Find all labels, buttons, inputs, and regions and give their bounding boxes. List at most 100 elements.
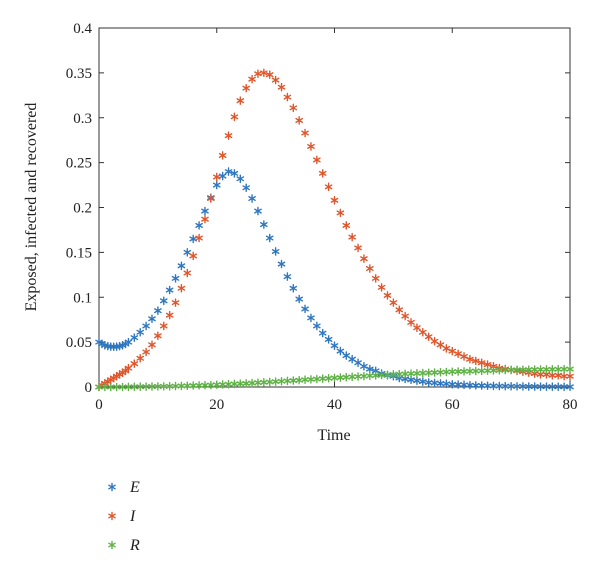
data-point xyxy=(136,353,145,363)
data-point xyxy=(371,274,380,283)
data-point xyxy=(283,272,292,281)
data-point xyxy=(395,305,404,315)
data-point xyxy=(307,375,315,384)
data-point xyxy=(342,372,351,382)
data-point xyxy=(483,366,492,375)
data-point xyxy=(265,70,274,79)
data-point xyxy=(542,382,551,391)
data-point xyxy=(407,318,415,327)
data-point xyxy=(301,304,309,314)
data-point xyxy=(124,337,133,347)
data-point xyxy=(483,381,492,391)
data-point xyxy=(324,335,333,344)
data-point xyxy=(471,381,480,390)
data-point xyxy=(277,259,286,269)
data-point xyxy=(142,382,150,391)
data-point xyxy=(159,321,168,331)
data-point xyxy=(242,83,251,93)
data-point xyxy=(454,380,462,389)
data-point xyxy=(542,365,551,374)
series-i xyxy=(95,68,574,392)
data-point xyxy=(130,359,139,368)
data-point xyxy=(436,379,445,388)
data-point xyxy=(307,313,315,323)
data-point xyxy=(324,182,333,192)
data-point xyxy=(442,379,451,389)
data-point xyxy=(389,298,398,307)
data-point xyxy=(301,128,309,138)
data-point xyxy=(242,183,251,193)
data-point xyxy=(171,381,180,391)
data-point xyxy=(336,346,345,356)
data-point xyxy=(342,221,351,230)
data-point xyxy=(177,381,186,391)
data-point xyxy=(418,368,427,378)
data-point xyxy=(424,378,433,387)
data-point xyxy=(530,382,539,391)
data-point xyxy=(418,327,427,337)
data-point xyxy=(183,248,192,257)
data-point xyxy=(348,354,356,364)
data-point xyxy=(95,382,103,392)
data-point xyxy=(401,369,409,379)
data-point xyxy=(466,354,474,364)
data-point xyxy=(177,283,186,293)
data-point xyxy=(224,379,233,389)
data-point xyxy=(230,112,239,122)
data-point xyxy=(189,251,198,261)
data-point xyxy=(283,376,292,386)
data-point xyxy=(195,381,203,390)
data-point xyxy=(277,82,286,92)
data-point xyxy=(106,382,115,392)
y-tick-label: 0.35 xyxy=(66,66,92,82)
data-point xyxy=(324,373,333,383)
data-point xyxy=(289,103,298,113)
data-point xyxy=(254,69,262,79)
data-point xyxy=(271,247,280,256)
data-point xyxy=(260,220,268,229)
legend-label-e: E xyxy=(129,479,140,496)
data-point xyxy=(460,352,468,361)
data-point xyxy=(230,169,239,178)
data-point xyxy=(536,365,545,374)
data-point xyxy=(148,314,156,324)
data-point xyxy=(171,298,180,307)
data-point xyxy=(424,368,433,378)
data-point xyxy=(366,371,374,381)
data-point xyxy=(295,116,303,125)
data-point xyxy=(313,374,321,384)
data-point xyxy=(524,365,533,374)
y-tick-label: 0.2 xyxy=(73,201,92,217)
data-point xyxy=(448,367,457,377)
data-point xyxy=(318,374,327,383)
data-point xyxy=(207,380,215,390)
data-point xyxy=(313,321,321,331)
legend-marker-i xyxy=(108,511,116,521)
data-point xyxy=(513,365,521,375)
data-point xyxy=(460,367,468,376)
data-point xyxy=(283,92,292,102)
y-tick-label: 0.4 xyxy=(73,21,92,37)
legend-marker-e xyxy=(108,482,116,492)
data-point xyxy=(189,234,198,244)
data-point xyxy=(130,333,139,342)
data-point xyxy=(201,380,209,390)
axes-frame xyxy=(98,27,571,388)
data-point xyxy=(336,373,345,382)
data-point xyxy=(342,351,351,360)
series-layer xyxy=(95,68,574,392)
data-point xyxy=(348,372,356,382)
data-point xyxy=(124,363,133,373)
data-point xyxy=(548,365,557,374)
data-point xyxy=(148,382,156,391)
data-point xyxy=(519,382,527,391)
data-point xyxy=(136,382,145,392)
data-point xyxy=(436,340,445,350)
x-axis: 0 20 40 60 80 xyxy=(95,28,578,413)
data-point xyxy=(466,380,474,390)
data-point xyxy=(360,371,368,381)
legend-label-i: I xyxy=(129,508,136,525)
data-point xyxy=(154,382,162,391)
data-point xyxy=(560,382,568,392)
